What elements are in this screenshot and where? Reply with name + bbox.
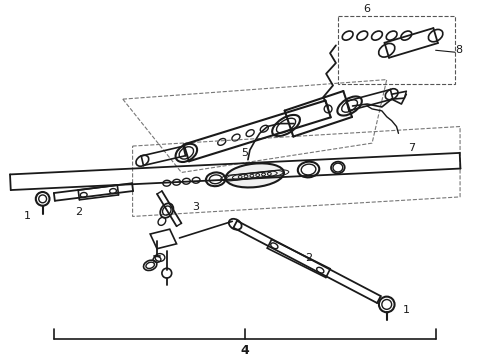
Text: 1: 1 — [24, 211, 30, 221]
Text: 3: 3 — [193, 202, 199, 212]
Text: 4: 4 — [241, 343, 249, 356]
Text: 6: 6 — [364, 4, 371, 14]
Text: 1: 1 — [403, 305, 410, 315]
Text: 2: 2 — [305, 252, 312, 262]
Text: 7: 7 — [408, 143, 415, 153]
Text: 5: 5 — [242, 148, 248, 158]
Text: 8: 8 — [455, 45, 462, 55]
Ellipse shape — [225, 163, 284, 188]
Text: 2: 2 — [75, 207, 82, 217]
